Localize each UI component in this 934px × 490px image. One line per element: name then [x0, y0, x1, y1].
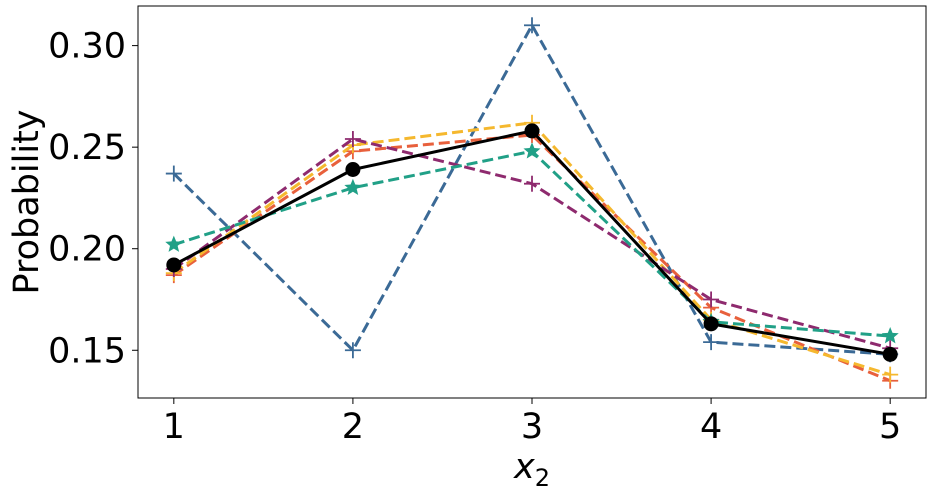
- series-4: [165, 131, 899, 357]
- data-point-plus: [882, 366, 899, 383]
- y-axis: 0.15 0.20 0.25 0.30: [48, 27, 138, 371]
- data-point-plus: [703, 334, 720, 351]
- x-tick-label: 4: [700, 407, 722, 447]
- y-tick-label: 0.25: [48, 128, 126, 168]
- x-tick-label: 5: [879, 407, 901, 447]
- data-point-star: [881, 327, 899, 344]
- x-axis-label-text: x: [513, 447, 535, 487]
- series-4-line: [172, 137, 891, 350]
- y-tick-label: 0.20: [48, 230, 126, 270]
- x-axis-label: x2: [513, 447, 550, 490]
- data-point-plus: [524, 175, 540, 192]
- plot-series: [165, 17, 899, 389]
- data-point-circle: [345, 162, 361, 178]
- y-axis-label: Probability: [7, 109, 47, 294]
- x-tick-label: 1: [163, 407, 185, 447]
- data-point-circle: [166, 257, 182, 273]
- data-point-plus: [165, 165, 182, 182]
- data-point-plus: [524, 17, 540, 34]
- data-point-circle: [882, 346, 898, 362]
- data-point-plus: [703, 291, 720, 308]
- x-tick-label: 2: [342, 407, 364, 447]
- data-point-plus: [344, 342, 361, 359]
- series-1-line: [172, 23, 891, 356]
- data-point-plus: [344, 131, 361, 148]
- x-axis-label-subscript: 2: [535, 464, 550, 490]
- data-point-circle: [524, 123, 540, 139]
- series-2: [165, 126, 899, 389]
- x-axis: 1 2 3 4 5: [163, 398, 901, 447]
- data-point-star: [344, 178, 362, 196]
- series-6-line: [173, 129, 891, 356]
- data-point-circle: [703, 316, 719, 332]
- y-tick-label: 0.15: [48, 331, 126, 371]
- series-2-line: [172, 133, 891, 383]
- data-point-star: [165, 235, 183, 252]
- series-5: [165, 142, 899, 344]
- y-tick-label: 0.30: [48, 27, 126, 67]
- data-point-star: [523, 142, 541, 159]
- series-6: [166, 123, 898, 362]
- x-tick-label: 3: [521, 407, 543, 447]
